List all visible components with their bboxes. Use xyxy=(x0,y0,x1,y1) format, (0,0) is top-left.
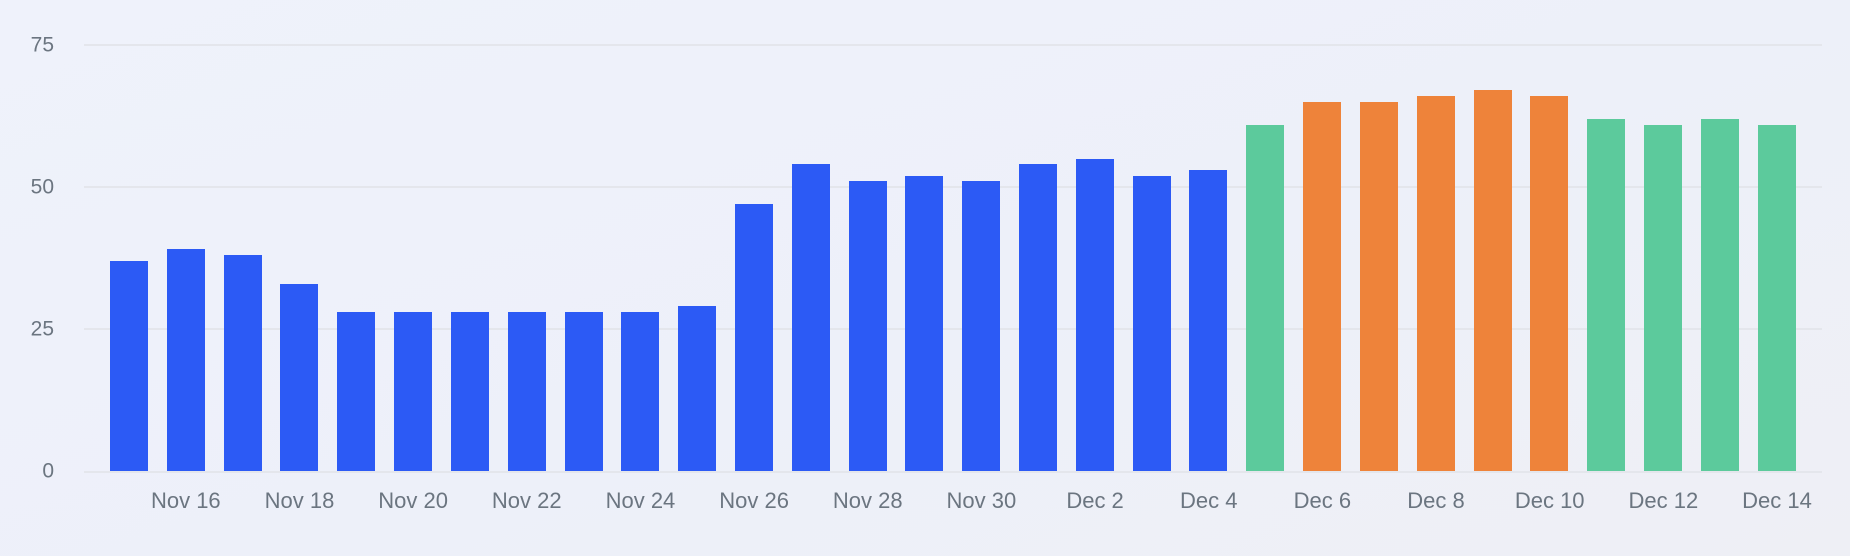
bar-nov-20[interactable] xyxy=(394,311,433,471)
x-tick-label: Nov 16 xyxy=(150,488,221,513)
bar-series xyxy=(110,45,1796,471)
bar-nov-27[interactable] xyxy=(791,164,830,471)
plot-area xyxy=(84,45,1822,471)
bar-nov-19[interactable] xyxy=(337,311,376,471)
y-tick-75: 75 xyxy=(30,33,54,57)
x-tick-label: Dec 2 xyxy=(1066,488,1124,513)
x-tick-label: Dec 6 xyxy=(1293,488,1352,513)
x-tick-label: Dec 12 xyxy=(1628,488,1699,513)
bar-nov-23[interactable] xyxy=(564,311,603,471)
x-tick-label: Nov 22 xyxy=(491,488,562,513)
x-tick-label: Nov 28 xyxy=(832,488,903,513)
y-tick-25: 25 xyxy=(30,317,54,341)
bar-nov-17[interactable] xyxy=(223,255,262,471)
bar-dec-11[interactable] xyxy=(1587,118,1626,471)
x-tick-label: Dec 14 xyxy=(1742,488,1812,513)
x-tick-label: Dec 4 xyxy=(1179,488,1238,513)
x-tick-label: Dec 8 xyxy=(1407,488,1465,513)
bar-dec-8[interactable] xyxy=(1416,96,1455,471)
bar-nov-22[interactable] xyxy=(507,311,546,471)
x-tick-label: Nov 20 xyxy=(378,488,448,513)
baseline-axis xyxy=(84,471,1822,473)
bar-nov-28[interactable] xyxy=(848,181,887,471)
bar-dec-9[interactable] xyxy=(1473,90,1512,471)
bar-dec-2[interactable] xyxy=(1075,158,1114,471)
bar-nov-24[interactable] xyxy=(621,311,660,471)
bar-dec-5[interactable] xyxy=(1246,124,1285,471)
bar-dec-12[interactable] xyxy=(1643,124,1682,471)
x-tick-label: Nov 18 xyxy=(264,488,335,513)
x-tick-label: Dec 10 xyxy=(1514,488,1585,513)
bar-nov-21[interactable] xyxy=(450,311,489,471)
bar-dec-3[interactable] xyxy=(1132,175,1171,471)
x-tick-label: Nov 30 xyxy=(946,488,1017,513)
bar-nov-30[interactable] xyxy=(962,181,1001,471)
bar-nov-26[interactable] xyxy=(734,204,773,471)
y-tick-0: 0 xyxy=(42,459,54,483)
y-tick-50: 50 xyxy=(30,175,54,199)
gridline-25 xyxy=(84,328,1822,330)
x-tick-label: Nov 24 xyxy=(605,488,676,513)
gridline-50 xyxy=(84,186,1822,188)
bar-dec-6[interactable] xyxy=(1303,101,1342,471)
bar-dec-14[interactable] xyxy=(1757,124,1796,471)
bar-nov-25[interactable] xyxy=(678,306,717,471)
bar-nov-18[interactable] xyxy=(280,283,319,471)
bar-nov-15[interactable] xyxy=(110,260,148,471)
bar-dec-7[interactable] xyxy=(1359,101,1398,471)
bar-dec-1[interactable] xyxy=(1019,164,1057,471)
x-tick-label: Nov 26 xyxy=(719,488,789,513)
bar-nov-29[interactable] xyxy=(905,175,944,471)
bar-dec-10[interactable] xyxy=(1530,96,1569,471)
bar-dec-4[interactable] xyxy=(1189,169,1228,471)
bar-dec-13[interactable] xyxy=(1700,118,1739,471)
bar-nov-16[interactable] xyxy=(166,249,205,471)
gridline-75 xyxy=(84,44,1822,46)
